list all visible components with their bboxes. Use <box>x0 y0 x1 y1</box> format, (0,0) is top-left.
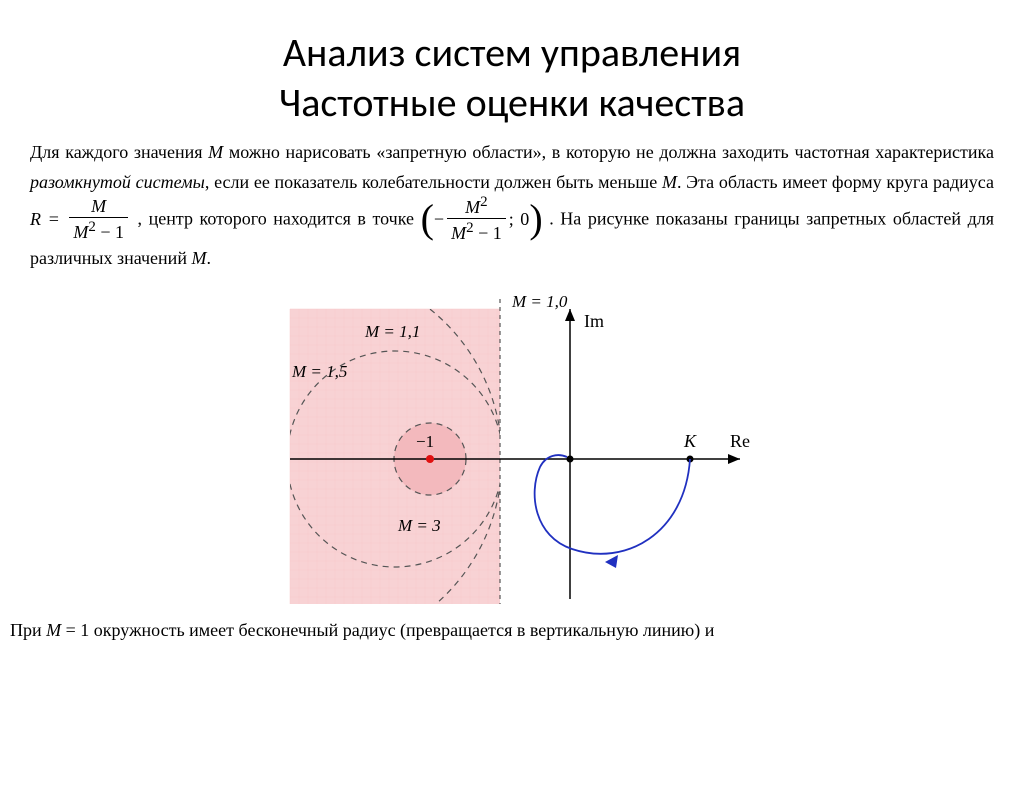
svg-text:M = 3: M = 3 <box>397 516 441 535</box>
svg-text:M = 1,5: M = 1,5 <box>291 362 347 381</box>
main-paragraph: Для каждого значения M можно нарисовать … <box>0 138 1024 274</box>
radius-formula: R = MM2 − 1 <box>30 209 138 229</box>
footer-paragraph: При M = 1 окружность имеет бесконечный р… <box>0 617 1024 644</box>
svg-text:M = 1,1: M = 1,1 <box>364 322 420 341</box>
slide-title: Анализ систем управления Частотные оценк… <box>0 28 1024 128</box>
nyquist-diagram: M = 1,0 M = 1,1 M = 1,5 M = 3 −1 Im Re K <box>0 284 1024 609</box>
svg-text:M = 1,0: M = 1,0 <box>511 292 568 311</box>
svg-text:K: K <box>683 431 697 451</box>
title-line-2: Частотные оценки качества <box>279 78 745 127</box>
svg-text:Re: Re <box>730 431 750 451</box>
svg-text:−1: −1 <box>416 432 434 451</box>
title-line-1: Анализ систем управления <box>283 28 741 77</box>
center-point: (−M2M2 − 1; 0) <box>421 209 550 229</box>
svg-text:Im: Im <box>584 311 604 331</box>
